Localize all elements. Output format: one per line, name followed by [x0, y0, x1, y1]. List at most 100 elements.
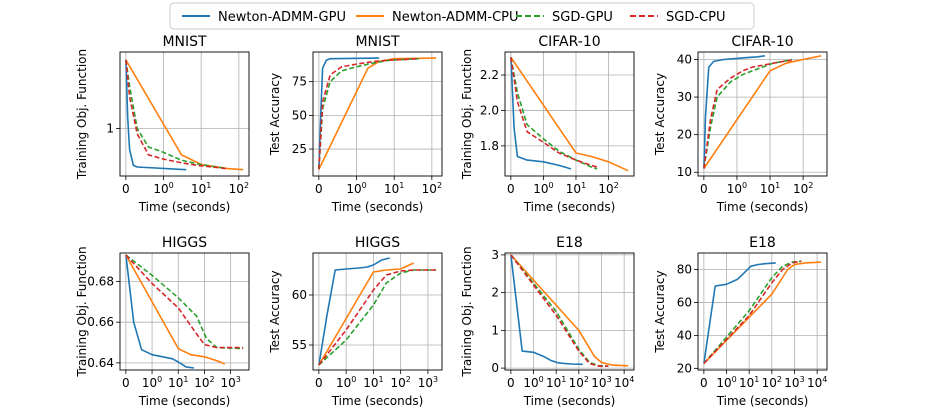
x-tick-label: 0	[122, 182, 130, 196]
series-line	[125, 59, 187, 171]
legend: Newton-ADMM-GPU Newton-ADMM-CPU SGD-GPU SGD…	[169, 2, 755, 30]
series-line	[125, 254, 244, 349]
tick-exponent: 1	[378, 375, 383, 384]
chart-title: HIGGS	[162, 235, 207, 251]
tick-exponent: 0	[742, 181, 747, 190]
y-tick-label: 0	[491, 361, 499, 375]
tick-exponent: 3	[236, 375, 241, 384]
tick-exponent: 1	[183, 375, 188, 384]
series-line	[125, 254, 226, 365]
series-line	[703, 262, 776, 364]
series-line	[510, 57, 572, 170]
x-axis-label: Time (seconds)	[138, 394, 231, 408]
chart-title: CIFAR-10	[538, 34, 600, 50]
tick-exponent: 0	[362, 181, 367, 190]
x-tick-label: 0	[315, 376, 323, 390]
chart-title: MNIST	[162, 34, 207, 50]
series-line	[703, 55, 766, 169]
x-tick-label: 102	[762, 375, 782, 390]
series-line	[703, 58, 792, 169]
series-line	[510, 254, 629, 367]
tick-exponent: 0	[351, 375, 356, 384]
x-tick-label: 101	[546, 375, 566, 390]
series-line	[125, 254, 244, 350]
y-axis-label: Training Obj. Function	[460, 49, 474, 180]
x-tick-label: 102	[793, 181, 813, 196]
plot-frame	[119, 51, 250, 177]
x-tick-label: 103	[784, 375, 804, 390]
x-axis-label: Time (seconds)	[716, 200, 809, 214]
tick-exponent: 0	[169, 181, 174, 190]
x-tick-label: 102	[194, 375, 214, 390]
y-tick-label: 3	[491, 248, 499, 262]
y-tick-label: 55	[292, 338, 307, 352]
legend-entry: Newton-ADMM-CPU	[356, 10, 519, 25]
x-tick-label: 104	[807, 375, 827, 390]
x-tick-label: 101	[191, 181, 211, 196]
tick-exponent: 4	[822, 375, 827, 384]
x-tick-label: 100	[153, 181, 173, 196]
series-line	[703, 59, 792, 169]
x-axis-label: Time (seconds)	[523, 394, 616, 408]
y-tick-label: 50	[292, 108, 307, 122]
x-tick-label: 0	[700, 182, 708, 196]
x-tick-label: 102	[569, 375, 589, 390]
legend-label: SGD-CPU	[666, 10, 725, 25]
y-axis-label: Training Obj. Function	[460, 246, 474, 377]
y-tick-label: 10	[677, 165, 692, 179]
legend-label: Newton-ADMM-CPU	[392, 10, 519, 25]
y-tick-label: 40	[677, 328, 692, 342]
y-tick-label: 60	[677, 295, 692, 309]
series-line	[125, 59, 226, 170]
series-line	[125, 254, 195, 369]
x-tick-label: 0	[507, 376, 515, 390]
chart-title: E18	[556, 235, 583, 251]
x-tick-label: 0	[507, 182, 515, 196]
plot-frame	[504, 252, 635, 371]
x-tick-label: 102	[390, 375, 410, 390]
legend-entry: Newton-ADMM-GPU	[182, 10, 346, 25]
x-tick-label: 100	[716, 375, 736, 390]
tick-exponent: 1	[206, 181, 211, 190]
x-tick-label: 101	[566, 181, 586, 196]
x-tick-label: 100	[523, 375, 543, 390]
tick-exponent: 1	[561, 375, 566, 384]
tick-exponent: 0	[732, 375, 737, 384]
x-axis-label: Time (seconds)	[331, 200, 424, 214]
x-tick-label: 101	[168, 375, 188, 390]
tick-exponent: 1	[399, 181, 404, 190]
tick-exponent: 2	[244, 181, 249, 190]
plot-frame	[312, 252, 443, 371]
tick-exponent: 3	[607, 375, 612, 384]
y-tick-label: 2.0	[480, 103, 499, 117]
y-tick-label: 0.68	[87, 274, 114, 288]
chart-title: MNIST	[355, 34, 400, 50]
y-tick-label: 20	[677, 128, 692, 142]
tick-exponent: 2	[614, 181, 619, 190]
chart-title: HIGGS	[355, 235, 400, 251]
tick-exponent: 1	[754, 375, 759, 384]
series-line	[318, 57, 380, 170]
tick-exponent: 1	[775, 181, 780, 190]
tick-exponent: 2	[406, 375, 411, 384]
legend-label: SGD-GPU	[552, 10, 613, 25]
x-tick-label: 101	[384, 181, 404, 196]
series-line	[318, 262, 415, 366]
series-line	[125, 59, 226, 169]
x-tick-label: 102	[598, 181, 618, 196]
series-line	[510, 254, 583, 366]
x-tick-label: 100	[142, 375, 162, 390]
chart-title: E18	[749, 235, 776, 251]
y-axis-label: Test Accuracy	[268, 73, 282, 156]
x-tick-label: 101	[739, 375, 759, 390]
x-tick-label: 104	[614, 375, 634, 390]
y-tick-label: 40	[677, 53, 692, 67]
y-tick-label: 1	[106, 122, 114, 136]
x-tick-label: 102	[422, 181, 442, 196]
series-line	[510, 57, 598, 168]
series-line	[318, 269, 437, 366]
